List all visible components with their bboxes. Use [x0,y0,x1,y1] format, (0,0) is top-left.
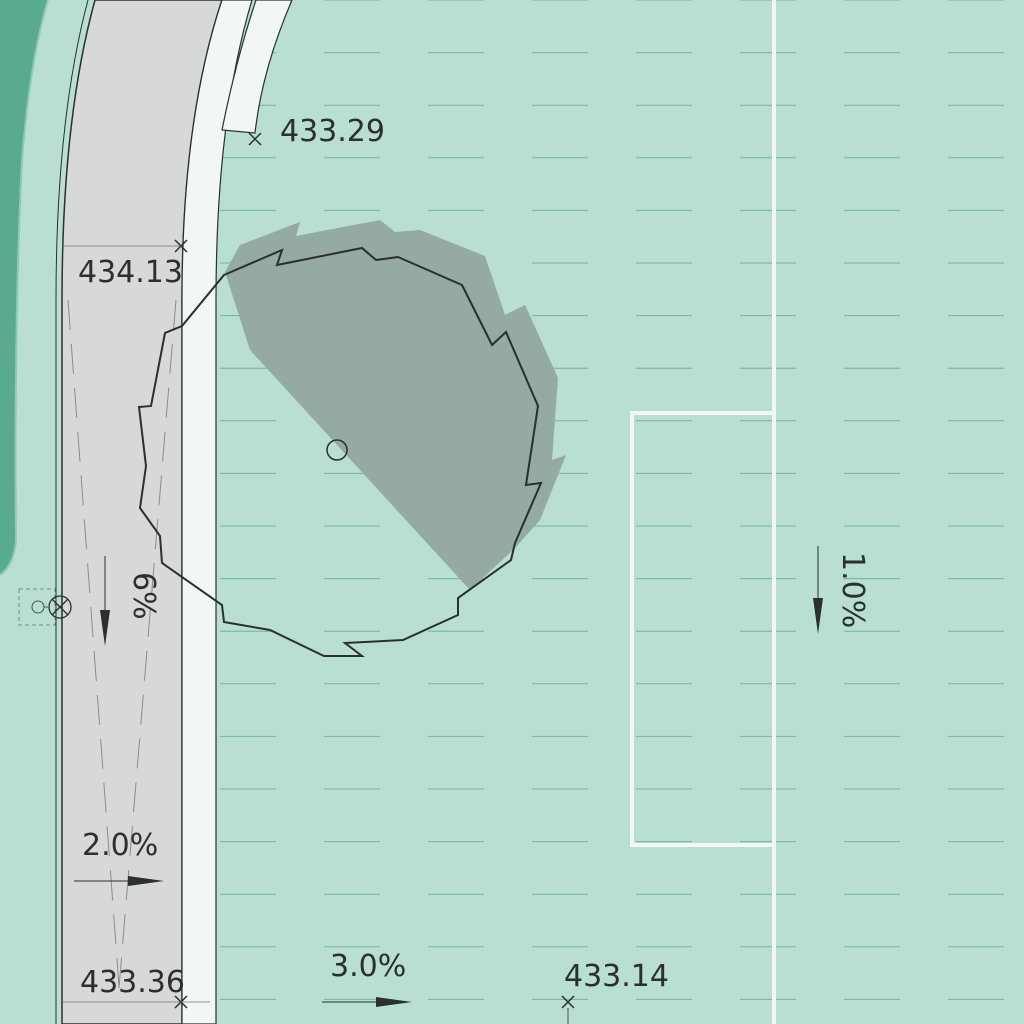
curb-strip-outer [221,0,293,134]
field-box [630,411,776,847]
slope-arrow-down [813,546,823,634]
slope-label: 3.0% [330,949,406,984]
spot-marker-1 [248,132,262,146]
spot-marker-2 [62,239,188,253]
spot-elevation-label: 433.29 [280,114,385,149]
tree-canopy-shadow [225,220,566,590]
tree-trunk-icon [326,439,348,461]
slope-arrow-right [74,876,164,886]
tree-canopy-outline [137,246,543,657]
slope-label: 2.0% [82,828,158,863]
spot-elevation-label: 433.36 [80,965,185,1000]
slope-label: 1.0% [835,552,870,628]
slope-arrow-right [322,997,412,1007]
walkway-flow-lines [67,299,177,1001]
planting-bed [0,0,48,575]
spot-marker-4 [561,995,575,1024]
spot-marker-3 [62,995,210,1009]
drain-inlet-icon [18,588,72,626]
turf-stripes [220,0,1024,1000]
slope-arrow-down [100,556,110,646]
spot-elevation-label: 433.14 [564,959,669,994]
slope-label: 6% [126,572,161,620]
spot-elevation-label: 434.13 [78,255,183,290]
planting-bed-edge [0,0,49,576]
walkway-edge-line [55,0,89,1024]
